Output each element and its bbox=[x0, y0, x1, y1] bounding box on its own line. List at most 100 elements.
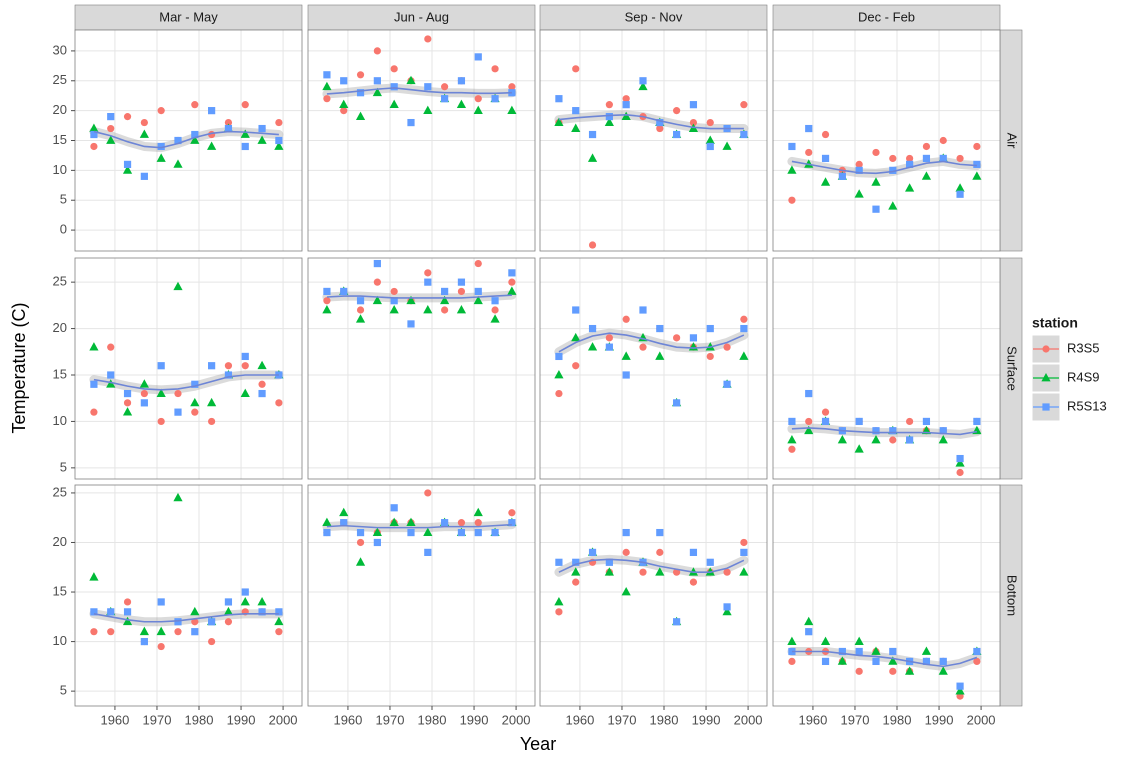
strip-label: Sep - Nov bbox=[625, 9, 683, 24]
point bbox=[107, 608, 115, 616]
point bbox=[191, 618, 199, 626]
point bbox=[507, 105, 517, 115]
point bbox=[956, 454, 964, 463]
panel bbox=[772, 29, 1001, 252]
point bbox=[224, 124, 233, 133]
trend-line bbox=[93, 374, 279, 391]
x-tick-label: 1990 bbox=[460, 712, 489, 727]
point bbox=[555, 95, 563, 103]
legend-symbol bbox=[1042, 345, 1050, 353]
panel-border bbox=[772, 257, 1001, 480]
point bbox=[656, 528, 664, 537]
point bbox=[787, 636, 797, 645]
point bbox=[740, 324, 748, 333]
y-tick-label: 10 bbox=[53, 162, 67, 177]
y-tick-label: 15 bbox=[53, 132, 67, 147]
point bbox=[956, 154, 964, 163]
point bbox=[441, 95, 449, 103]
point bbox=[587, 153, 598, 162]
point bbox=[373, 278, 381, 286]
x-tick-label: 1980 bbox=[883, 712, 912, 727]
point bbox=[208, 417, 216, 426]
legend-label: R3S5 bbox=[1067, 340, 1100, 355]
point bbox=[572, 362, 580, 370]
point bbox=[655, 567, 665, 576]
point bbox=[207, 397, 217, 407]
point bbox=[572, 65, 580, 73]
y-tick-label: 25 bbox=[53, 484, 67, 499]
point bbox=[921, 646, 932, 655]
point bbox=[424, 548, 432, 556]
point bbox=[889, 667, 897, 675]
panel bbox=[539, 484, 768, 707]
point bbox=[208, 637, 216, 646]
strip-label: Jun - Aug bbox=[394, 9, 449, 24]
y-tick-label: 5 bbox=[60, 683, 67, 698]
point bbox=[855, 647, 863, 656]
point bbox=[571, 567, 581, 576]
trend-line bbox=[326, 523, 512, 529]
point bbox=[821, 417, 830, 426]
point bbox=[805, 417, 813, 426]
panel-border bbox=[74, 484, 303, 707]
point bbox=[656, 118, 664, 127]
point bbox=[921, 171, 932, 180]
point bbox=[474, 528, 482, 537]
point bbox=[323, 95, 331, 103]
point bbox=[788, 647, 796, 656]
point bbox=[240, 596, 250, 606]
point bbox=[322, 517, 332, 527]
point bbox=[90, 130, 98, 139]
point bbox=[157, 598, 165, 606]
point bbox=[441, 287, 449, 296]
point bbox=[973, 657, 981, 666]
y-tick-label: 25 bbox=[53, 72, 67, 87]
point bbox=[939, 427, 947, 435]
point bbox=[89, 572, 99, 581]
trend-line bbox=[791, 427, 978, 436]
point bbox=[788, 657, 796, 666]
point bbox=[174, 389, 182, 398]
point bbox=[740, 130, 748, 139]
point bbox=[639, 306, 647, 314]
point bbox=[888, 656, 898, 665]
point bbox=[689, 548, 698, 556]
point bbox=[906, 160, 914, 168]
point bbox=[139, 129, 149, 138]
point bbox=[90, 380, 98, 388]
point bbox=[508, 509, 516, 517]
panel-border bbox=[307, 29, 536, 252]
point bbox=[258, 608, 266, 616]
point bbox=[622, 528, 630, 537]
point bbox=[457, 528, 466, 537]
y-tick-label: 5 bbox=[60, 459, 67, 474]
y-tick-label: 30 bbox=[53, 42, 67, 57]
point bbox=[140, 172, 148, 180]
point bbox=[571, 332, 581, 342]
point bbox=[622, 95, 630, 103]
point bbox=[424, 35, 432, 43]
point bbox=[423, 105, 433, 115]
point bbox=[140, 118, 148, 127]
x-tick-label: 2000 bbox=[502, 712, 531, 727]
point bbox=[123, 598, 132, 606]
panel-background bbox=[773, 258, 1000, 479]
point bbox=[956, 682, 964, 690]
point bbox=[340, 107, 348, 115]
point bbox=[355, 111, 366, 121]
point bbox=[275, 118, 283, 127]
point bbox=[323, 71, 331, 79]
x-tick-label: 1970 bbox=[841, 712, 870, 727]
point bbox=[508, 519, 516, 527]
point bbox=[788, 417, 796, 426]
point bbox=[889, 166, 897, 174]
point bbox=[258, 124, 266, 133]
point bbox=[820, 177, 831, 186]
point bbox=[639, 568, 647, 576]
trend-line bbox=[326, 294, 512, 299]
point bbox=[723, 603, 731, 611]
y-tick-label: 10 bbox=[53, 413, 67, 428]
point bbox=[805, 148, 813, 157]
point bbox=[424, 489, 432, 497]
point bbox=[340, 77, 348, 85]
